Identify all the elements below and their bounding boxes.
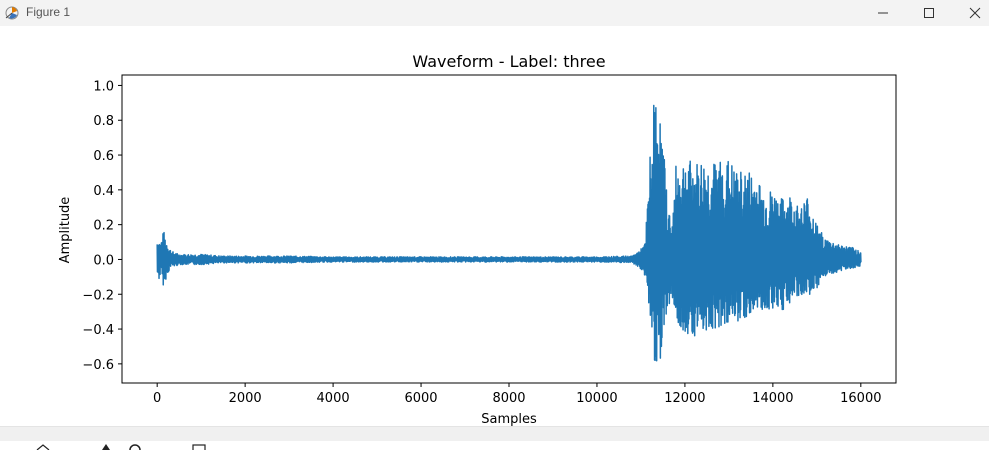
window-title: Figure 1 — [26, 5, 71, 19]
pan-icon[interactable] — [100, 435, 112, 454]
x-tick-label: 8000 — [492, 391, 525, 406]
y-axis-label: Amplitude — [58, 197, 73, 264]
waveform-chart: Waveform - Label: three 0 2000 4000 6000 800… — [58, 52, 897, 427]
navigation-toolbar — [0, 426, 989, 452]
close-icon — [969, 7, 981, 19]
x-tick-label: 4000 — [317, 391, 350, 406]
y-tick-label: 0.6 — [93, 149, 114, 164]
x-axis-label: Samples — [481, 412, 537, 426]
y-tick-label: 1.0 — [93, 79, 114, 94]
x-tick-label: 12000 — [664, 391, 705, 406]
y-tick-label: −0.2 — [82, 288, 114, 303]
minimize-button[interactable] — [860, 0, 906, 26]
save-icon[interactable] — [192, 435, 206, 454]
x-tick-label: 16000 — [840, 391, 881, 406]
x-tick-label: 14000 — [752, 391, 793, 406]
chart-title: Waveform - Label: three — [412, 52, 605, 71]
y-tick-label: 0.8 — [93, 114, 114, 129]
figure-canvas: Waveform - Label: three 0 2000 4000 6000 800… — [0, 26, 989, 427]
home-icon[interactable] — [36, 435, 50, 454]
x-tick-label: 6000 — [404, 391, 437, 406]
matplotlib-figure-icon — [3, 4, 21, 22]
y-tick-label: 0.4 — [93, 184, 114, 199]
y-tick-label: 0.0 — [93, 253, 114, 268]
waveform-line — [156, 104, 862, 362]
y-tick-label: −0.6 — [82, 358, 114, 373]
close-button[interactable] — [952, 0, 989, 26]
x-tick-label: 10000 — [576, 391, 617, 406]
minimize-icon — [878, 12, 888, 14]
x-tick-label: 0 — [153, 391, 161, 406]
zoom-icon[interactable] — [128, 435, 142, 454]
window-titlebar: Figure 1 — [0, 0, 989, 26]
y-tick-label: −0.4 — [82, 323, 114, 338]
maximize-icon — [924, 8, 934, 18]
y-tick-label: 0.2 — [93, 219, 114, 234]
maximize-button[interactable] — [906, 0, 952, 26]
x-tick-label: 2000 — [229, 391, 262, 406]
